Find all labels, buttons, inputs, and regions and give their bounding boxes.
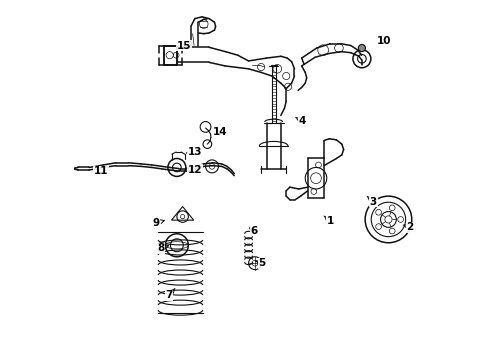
Text: 5: 5 [255, 258, 266, 268]
Text: 12: 12 [187, 165, 202, 175]
Text: 15: 15 [177, 41, 191, 50]
Text: 6: 6 [249, 226, 258, 236]
Text: 2: 2 [403, 222, 414, 232]
Text: 13: 13 [187, 147, 202, 157]
Text: 1: 1 [324, 216, 334, 226]
Polygon shape [172, 207, 194, 220]
Text: 4: 4 [295, 116, 306, 126]
Text: 11: 11 [94, 166, 108, 176]
Text: 3: 3 [367, 196, 377, 207]
Text: 14: 14 [213, 127, 227, 136]
Circle shape [358, 44, 366, 51]
Text: 7: 7 [165, 288, 175, 301]
Text: 8: 8 [157, 243, 169, 253]
Polygon shape [164, 45, 177, 65]
Text: 9: 9 [152, 218, 164, 228]
Text: 10: 10 [377, 36, 392, 46]
